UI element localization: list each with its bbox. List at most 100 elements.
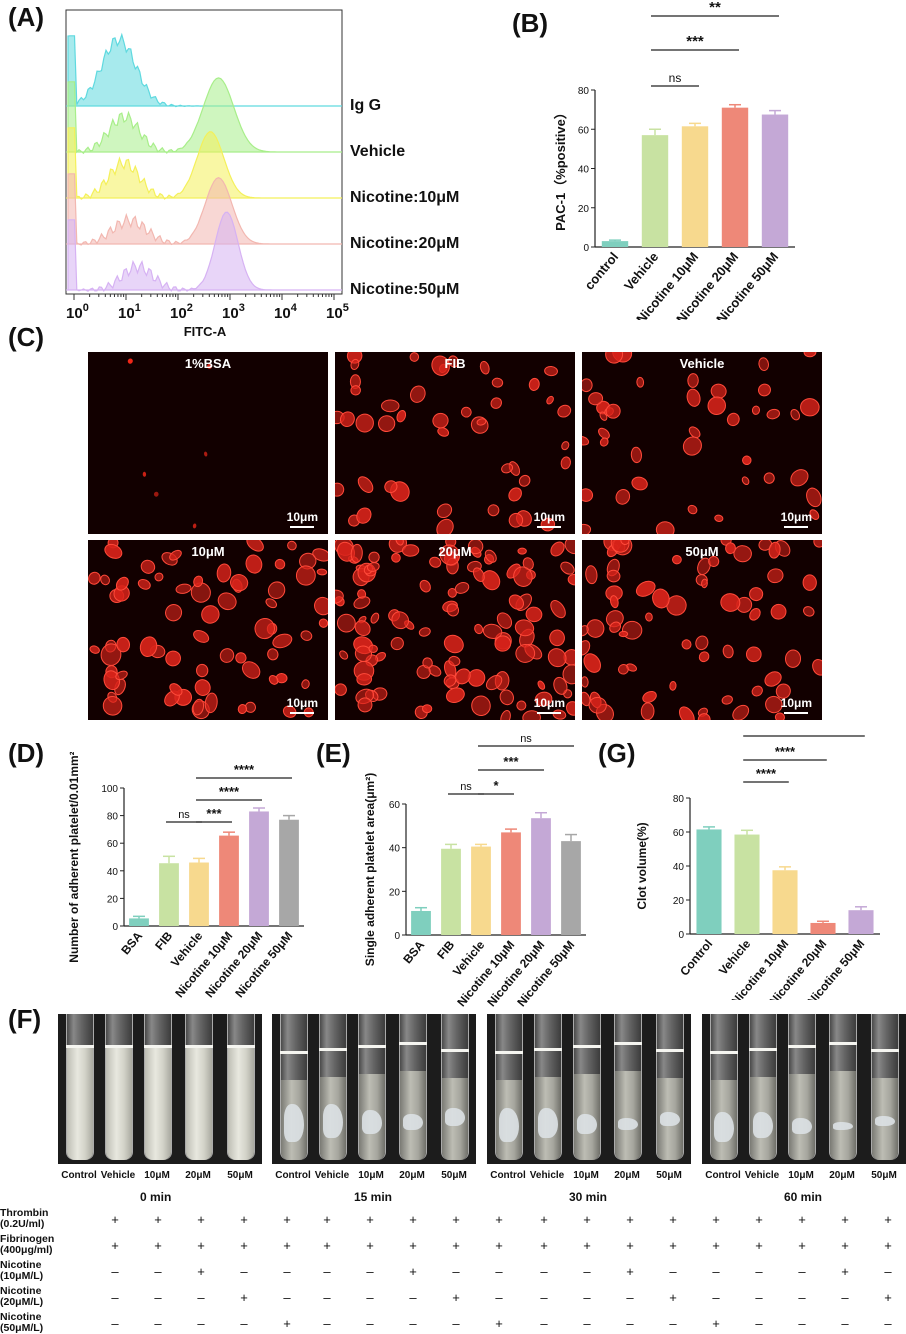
tube-meniscus xyxy=(614,1042,642,1045)
platelet xyxy=(479,360,490,375)
x-tick-exponent: 4 xyxy=(291,302,298,314)
condition-row-label: Fibrinogen (400μg/ml) xyxy=(0,1234,54,1256)
clot xyxy=(753,1112,773,1138)
platelet xyxy=(742,455,752,466)
platelet xyxy=(582,488,594,502)
platelet xyxy=(803,352,817,358)
platelet xyxy=(714,514,724,522)
platelet xyxy=(582,691,591,707)
y-axis-label: Clot volume(%) xyxy=(635,822,649,909)
condition-mark: – xyxy=(669,1264,677,1279)
platelet xyxy=(606,569,621,583)
condition-mark: + xyxy=(626,1212,634,1227)
platelet xyxy=(354,645,373,662)
platelet xyxy=(139,636,158,658)
platelet xyxy=(745,646,762,663)
micrograph-2: Vehicle 10μm xyxy=(582,352,822,534)
platelet xyxy=(767,568,784,584)
tube-meniscus xyxy=(710,1051,738,1054)
platelet xyxy=(300,630,313,641)
tube-label: Vehicle xyxy=(529,1170,565,1181)
platelet xyxy=(395,540,404,546)
clot xyxy=(792,1118,812,1134)
x-tick-label: 100 xyxy=(66,302,89,322)
test-tube xyxy=(399,1014,427,1160)
platelet xyxy=(154,572,164,582)
significance-label: ns xyxy=(178,809,190,821)
scale-bar-label: 10μm xyxy=(533,510,565,524)
platelet xyxy=(301,679,310,689)
category-label: BSA xyxy=(118,929,145,958)
condition-row-label: Nicotine (10μM/L) xyxy=(0,1260,43,1282)
platelet xyxy=(268,675,279,685)
platelet xyxy=(487,504,500,517)
test-tube xyxy=(319,1014,347,1160)
platelet xyxy=(565,701,575,716)
platelet xyxy=(455,668,471,685)
platelet xyxy=(401,544,420,557)
category-label: Vehicle xyxy=(716,937,754,978)
platelet xyxy=(419,579,431,593)
y-tick-label: 20 xyxy=(578,204,590,215)
time-point-label: 0 min xyxy=(140,1190,172,1204)
condition-mark: + xyxy=(452,1212,460,1227)
tube-label: Vehicle xyxy=(744,1170,780,1181)
micrograph-1: FIB 10μm xyxy=(335,352,575,534)
condition-mark: + xyxy=(495,1316,503,1331)
test-tube xyxy=(495,1014,523,1160)
platelet xyxy=(115,670,128,681)
condition-mark: – xyxy=(154,1290,162,1305)
platelet xyxy=(368,644,378,653)
y-tick-label: 40 xyxy=(389,844,401,855)
clot xyxy=(660,1112,680,1126)
condition-mark: + xyxy=(755,1212,763,1227)
platelet xyxy=(516,700,527,711)
micrograph-0: 1%BSA 10μm xyxy=(88,352,328,534)
y-tick-label: 0 xyxy=(678,930,684,941)
condition-mark: – xyxy=(283,1264,291,1279)
condition-mark: – xyxy=(197,1316,205,1331)
condition-mark: + xyxy=(798,1212,806,1227)
platelet xyxy=(409,352,420,362)
test-tube xyxy=(656,1014,684,1160)
platelet xyxy=(165,650,181,667)
clot xyxy=(875,1116,895,1126)
platelet xyxy=(165,603,183,622)
condition-mark: – xyxy=(409,1316,417,1331)
platelet xyxy=(481,570,501,591)
platelet xyxy=(316,568,328,576)
condition-mark: – xyxy=(323,1290,331,1305)
platelet xyxy=(235,652,247,664)
tube-liquid xyxy=(106,1048,132,1160)
platelet xyxy=(775,683,791,699)
tube-meniscus xyxy=(105,1045,133,1048)
platelet xyxy=(272,633,293,649)
platelet xyxy=(396,409,407,423)
condition-row-label-line: (0.2U/ml) xyxy=(0,1218,45,1230)
test-tube xyxy=(441,1014,469,1160)
platelet xyxy=(598,427,610,440)
platelet xyxy=(549,629,565,647)
platelet xyxy=(217,592,237,611)
condition-mark: – xyxy=(540,1316,548,1331)
micrograph-4: 20μM 10μm xyxy=(335,540,575,720)
scale-bar-label: 10μm xyxy=(286,510,318,524)
platelet xyxy=(241,661,261,679)
platelet xyxy=(567,573,575,586)
platelet xyxy=(682,436,702,456)
bar-3 xyxy=(721,107,749,247)
platelet xyxy=(350,543,363,563)
x-tick-exponent: 1 xyxy=(135,302,141,314)
tube-label: 50μM xyxy=(871,1170,897,1181)
time-point-label: 30 min xyxy=(569,1190,608,1204)
significance-label: **** xyxy=(794,730,815,735)
condition-mark: + xyxy=(841,1212,849,1227)
platelet xyxy=(339,650,349,660)
platelet xyxy=(237,704,248,715)
platelet xyxy=(115,576,129,591)
significance-label: **** xyxy=(775,744,796,759)
platelet xyxy=(437,427,450,437)
platelet xyxy=(265,598,278,609)
platelet xyxy=(720,593,741,612)
